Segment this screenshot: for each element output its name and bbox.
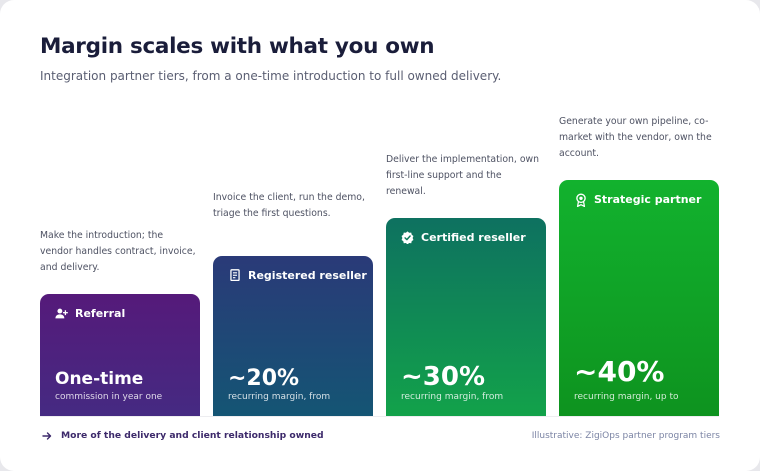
invoice-icon: [228, 269, 241, 282]
tier-header: Registered reseller: [228, 269, 367, 282]
tier-header: Strategic partner: [574, 192, 702, 207]
tier-caption: recurring margin, from: [228, 392, 331, 402]
tier-caption: recurring margin, from: [401, 392, 504, 402]
footer-left-text: More of the delivery and client relation…: [61, 430, 324, 441]
tier-description-referral: Make the introduction; the vendor handle…: [40, 230, 196, 273]
tier-description-registered-reseller: Invoice the client, run the demo, triage…: [213, 192, 365, 219]
tier-card-certified-reseller: Certified reseller ~30% recurring margin…: [386, 218, 546, 416]
footer-source-note: Illustrative: ZigiOps partner program ti…: [531, 431, 720, 441]
arrow-right-icon: [42, 431, 52, 441]
award-ribbon-icon: [574, 192, 587, 207]
baseline-divider: [40, 416, 719, 417]
tier-caption: recurring margin, up to: [574, 392, 679, 402]
tier-header: Referral: [55, 307, 125, 320]
user-plus-icon: [55, 307, 68, 320]
verified-badge-icon: [401, 231, 414, 244]
footer-progression-note: More of the delivery and client relation…: [42, 430, 324, 441]
tier-card-strategic-partner: Strategic partner ~40% recurring margin,…: [559, 180, 719, 416]
tier-card-registered-reseller: Registered reseller ~20% recurring margi…: [213, 256, 373, 416]
page-title: Margin scales with what you own: [40, 34, 435, 59]
tier-card-referral: Referral One-time commission in year one: [40, 294, 200, 416]
tier-name: Strategic partner: [594, 193, 702, 206]
tier-name: Referral: [75, 307, 126, 320]
tier-description-certified-reseller: Deliver the implementation, own first-li…: [386, 154, 540, 197]
tier-caption: commission in year one: [55, 392, 163, 402]
tier-header: Certified reseller: [401, 231, 526, 244]
tier-description-strategic-partner: Generate your own pipeline, co-market wi…: [559, 116, 712, 159]
tier-value: ~20%: [228, 366, 300, 391]
tier-value: ~40%: [574, 355, 665, 388]
tier-name: Registered reseller: [248, 269, 367, 282]
tier-name: Certified reseller: [421, 231, 526, 244]
page-subtitle: Integration partner tiers, from a one-ti…: [40, 69, 502, 83]
tier-value: ~30%: [401, 362, 486, 392]
tier-value: One-time: [55, 369, 144, 389]
